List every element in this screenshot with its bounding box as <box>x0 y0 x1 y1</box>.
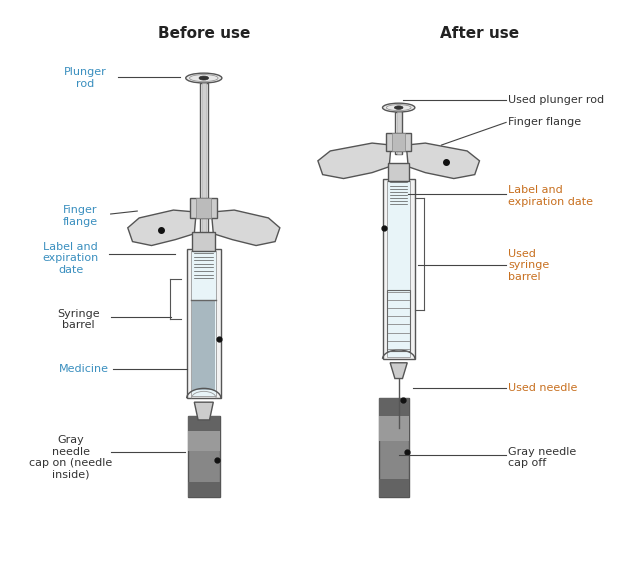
Text: Finger flange: Finger flange <box>508 117 581 128</box>
Text: Plunger
rod: Plunger rod <box>64 67 106 89</box>
Text: Finger
flange: Finger flange <box>62 205 98 227</box>
Bar <box>191 251 216 396</box>
Text: Medicine: Medicine <box>59 364 109 374</box>
Bar <box>396 111 402 154</box>
Bar <box>196 198 211 218</box>
Text: After use: After use <box>440 26 519 41</box>
Polygon shape <box>406 143 479 179</box>
Polygon shape <box>194 402 213 420</box>
Bar <box>388 290 410 351</box>
Text: Gray
needle
cap on (needle
inside): Gray needle cap on (needle inside) <box>29 435 112 480</box>
Ellipse shape <box>382 103 415 112</box>
Bar <box>397 111 401 154</box>
Bar <box>200 83 208 233</box>
Bar <box>187 250 221 398</box>
Ellipse shape <box>199 76 209 80</box>
Bar <box>188 430 220 451</box>
Bar <box>188 416 220 497</box>
Text: Label and
expiration
date: Label and expiration date <box>42 242 99 275</box>
Text: Used
syringe
barrel: Used syringe barrel <box>508 248 549 282</box>
Text: Gray needle
cap off: Gray needle cap off <box>508 447 576 468</box>
Bar <box>192 232 215 251</box>
Ellipse shape <box>186 73 222 83</box>
Bar <box>188 416 220 430</box>
Text: Before use: Before use <box>158 26 250 41</box>
Text: Used needle: Used needle <box>508 383 578 393</box>
Bar <box>379 416 409 441</box>
Bar <box>379 398 409 416</box>
Text: Label and
expiration date: Label and expiration date <box>508 185 593 207</box>
Polygon shape <box>211 210 280 246</box>
Polygon shape <box>318 143 391 179</box>
Text: Syringe
barrel: Syringe barrel <box>57 309 99 330</box>
Bar <box>386 133 411 151</box>
Bar <box>379 398 409 497</box>
Bar <box>192 300 215 391</box>
Bar <box>382 179 415 359</box>
Bar <box>202 83 206 233</box>
Bar <box>392 133 406 151</box>
Bar <box>188 482 220 497</box>
Text: Used plunger rod: Used plunger rod <box>508 95 604 105</box>
Bar <box>379 479 409 497</box>
Polygon shape <box>127 210 196 246</box>
Bar <box>388 163 409 180</box>
Bar <box>388 180 410 357</box>
Bar <box>191 198 217 218</box>
Ellipse shape <box>394 106 403 110</box>
Polygon shape <box>390 362 408 379</box>
